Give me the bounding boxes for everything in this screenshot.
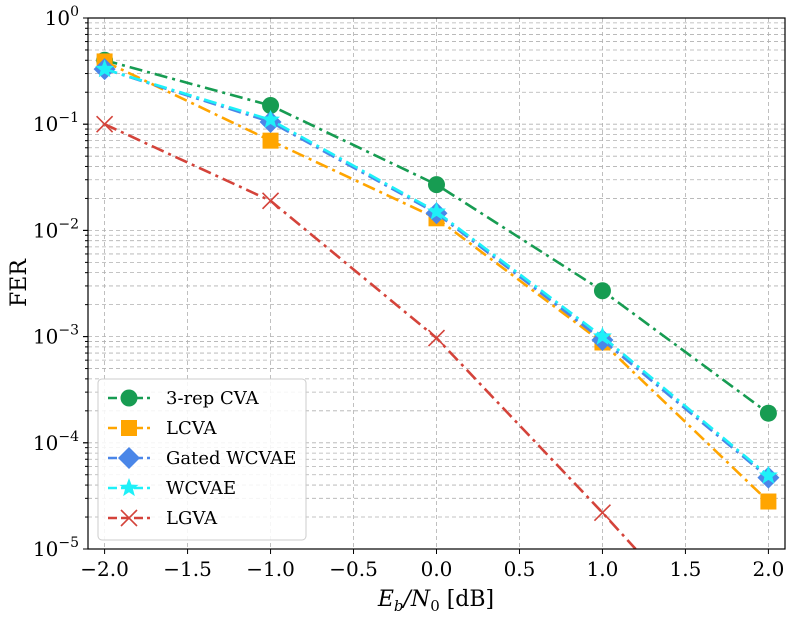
legend-box <box>97 378 307 541</box>
legend-label: Gated WCVAE <box>166 448 296 469</box>
x-tick-label: −0.5 <box>329 557 378 581</box>
x-tick-label: −2.0 <box>80 557 129 581</box>
series-line-3-rep-cva <box>104 59 770 415</box>
axis-ticks: −2.0 −1.5 −1.0 −0.5 0.0 0.5 1.0 1.5 2.0 100 10−1 10… <box>33 4 784 581</box>
x-marker-stroke <box>120 509 138 527</box>
x-marker-stroke <box>427 329 446 347</box>
data-point-3-rep-cva <box>593 282 611 300</box>
legend: 3-rep CVA LCVA Gated WCVAE WCVAE LGVA <box>97 378 307 541</box>
data-point-lgva <box>261 192 280 210</box>
legend-swatch-marker <box>120 389 138 407</box>
data-point-3-rep-cva <box>428 176 445 194</box>
data-point-3-rep-cva <box>262 96 280 114</box>
data-point-wcvae <box>426 201 447 220</box>
data-point-wcvae <box>95 59 115 78</box>
data-point-lgva <box>427 329 446 347</box>
legend-swatch-marker <box>119 478 139 497</box>
data-point-lcva <box>760 493 777 510</box>
series-lgva <box>96 115 637 549</box>
y-tick-label: 100 <box>45 4 79 30</box>
data-point-wcvae <box>592 326 612 345</box>
data-point-wcvae <box>758 465 778 484</box>
legend-swatch-marker <box>121 420 137 436</box>
y-tick-label: 10−5 <box>33 535 79 561</box>
legend-label: WCVAE <box>166 478 236 499</box>
x-tick-label: −1.0 <box>246 557 295 581</box>
x-tick-label: 1.5 <box>670 557 702 581</box>
x-tick-label: −1.5 <box>163 557 212 581</box>
legend-label: LCVA <box>166 418 218 439</box>
legend-swatch-marker <box>118 447 140 469</box>
y-tick-label: 10−1 <box>33 110 79 136</box>
data-point-lgva <box>96 115 114 133</box>
y-axis-label: FER <box>7 258 32 307</box>
x-tick-label: 0.0 <box>421 557 453 581</box>
x-marker-stroke <box>593 504 612 522</box>
x-tick-label: 0.5 <box>504 557 536 581</box>
legend-entry-gated-wcvae: Gated WCVAE <box>108 447 296 469</box>
series-line-gated-wcvae <box>104 67 770 479</box>
series-line-wcvae <box>104 67 770 477</box>
data-point-lcva <box>262 132 279 149</box>
legend-entry-lcva: LCVA <box>108 418 218 439</box>
legend-entry-lgva: LGVA <box>108 508 218 529</box>
data-point-lgva <box>593 504 612 522</box>
x-tick-label: 2.0 <box>752 557 784 581</box>
legend-entry-wcvae: WCVAE <box>108 478 236 499</box>
y-tick-label: 10−4 <box>33 429 79 455</box>
y-tick-label: 10−3 <box>33 323 79 349</box>
legend-label: LGVA <box>166 508 218 529</box>
legend-label: 3-rep CVA <box>166 388 260 409</box>
series-layer <box>93 51 780 549</box>
x-axis-label: Eb/N0 [dB] <box>377 587 494 615</box>
legend-entry-3-rep-cva: 3-rep CVA <box>108 388 260 409</box>
y-tick-label: 10−2 <box>33 216 79 242</box>
x-marker-stroke <box>96 115 114 133</box>
x-marker-stroke <box>261 192 280 210</box>
x-tick-label: 1.0 <box>587 557 619 581</box>
series-wcvae <box>95 59 778 484</box>
legend-swatch-marker <box>120 509 138 527</box>
data-point-wcvae <box>261 109 281 128</box>
data-point-3-rep-cva <box>759 404 777 422</box>
